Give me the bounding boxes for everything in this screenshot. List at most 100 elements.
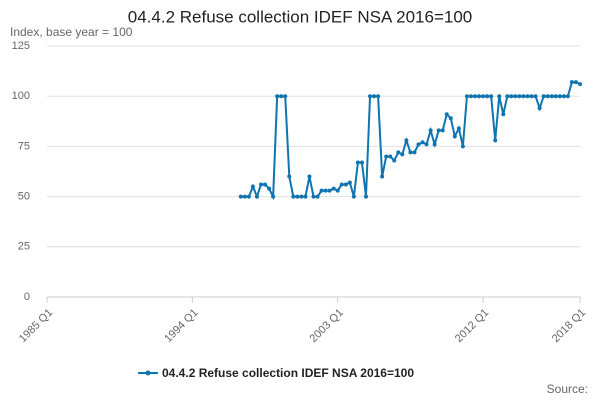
point <box>238 194 243 199</box>
point <box>259 182 264 187</box>
point <box>287 174 292 179</box>
point <box>424 142 429 147</box>
point <box>254 194 259 199</box>
point <box>347 180 352 185</box>
point <box>497 94 502 99</box>
point <box>578 82 582 87</box>
y-tick-label: 100 <box>12 90 30 102</box>
chart-title: 04.4.2 Refuse collection IDEF NSA 2016=1… <box>128 7 472 26</box>
line <box>240 81 581 201</box>
point <box>481 94 486 99</box>
point <box>493 138 498 143</box>
point <box>456 126 461 131</box>
y-tick-label: 25 <box>18 241 30 253</box>
point <box>263 182 268 187</box>
point <box>561 94 566 99</box>
point <box>351 194 356 199</box>
point <box>525 94 530 99</box>
point <box>291 194 296 199</box>
point <box>331 186 336 191</box>
point <box>477 94 482 99</box>
point <box>533 94 538 99</box>
point <box>319 188 324 193</box>
point <box>343 182 348 187</box>
point <box>275 94 280 99</box>
point <box>420 140 425 145</box>
point <box>408 150 413 155</box>
point <box>452 134 457 139</box>
legend-marker <box>145 370 151 376</box>
point <box>283 94 288 99</box>
point <box>363 194 368 199</box>
point <box>529 94 534 99</box>
point <box>460 144 465 149</box>
point <box>368 94 373 99</box>
point <box>412 150 417 155</box>
point <box>416 142 421 147</box>
point <box>501 112 506 117</box>
point <box>400 152 405 157</box>
point <box>396 150 401 155</box>
point <box>513 94 518 99</box>
point <box>307 174 312 179</box>
point <box>335 188 340 193</box>
x-tick-label: 2012 Q1 <box>453 307 491 345</box>
y-tick-label: 0 <box>24 291 30 303</box>
point <box>505 94 510 99</box>
point <box>440 128 445 133</box>
point <box>376 94 381 99</box>
x-tick-label: 2003 Q1 <box>308 307 346 345</box>
point <box>573 80 578 85</box>
y-tick-label: 75 <box>18 140 30 152</box>
y-tick-label: 125 <box>12 40 30 52</box>
point <box>569 80 574 85</box>
point <box>517 94 522 99</box>
point <box>355 160 360 165</box>
point <box>384 154 389 159</box>
point <box>295 194 300 199</box>
point <box>553 94 558 99</box>
point <box>311 194 316 199</box>
point <box>485 94 490 99</box>
point <box>473 94 478 99</box>
point <box>509 94 514 99</box>
point <box>250 184 255 189</box>
point <box>428 128 433 133</box>
point <box>549 94 554 99</box>
chart-subtitle: Index, base year = 100 <box>10 25 133 39</box>
point <box>388 154 393 159</box>
point <box>444 112 449 117</box>
point <box>565 94 570 99</box>
point <box>315 194 320 199</box>
point <box>372 94 377 99</box>
x-tick-label: 1994 Q1 <box>162 307 200 345</box>
point <box>436 128 441 133</box>
point <box>557 94 562 99</box>
point <box>432 142 437 147</box>
point <box>545 94 550 99</box>
y-tick-label: 50 <box>18 191 30 203</box>
point <box>464 94 469 99</box>
x-tick-label: 1985 Q1 <box>17 307 55 345</box>
point <box>489 94 494 99</box>
point <box>246 194 251 199</box>
point <box>299 194 304 199</box>
point <box>392 158 397 163</box>
point <box>279 94 284 99</box>
point <box>303 194 308 199</box>
point <box>404 138 409 143</box>
point <box>271 194 276 199</box>
point <box>359 160 364 165</box>
point <box>380 174 385 179</box>
point <box>327 188 332 193</box>
legend-label: 04.4.2 Refuse collection IDEF NSA 2016=1… <box>162 366 414 380</box>
point <box>267 186 272 191</box>
point <box>468 94 473 99</box>
point <box>521 94 526 99</box>
point <box>339 182 344 187</box>
point <box>541 94 546 99</box>
point <box>448 116 453 121</box>
point <box>323 188 328 193</box>
point <box>537 106 542 111</box>
